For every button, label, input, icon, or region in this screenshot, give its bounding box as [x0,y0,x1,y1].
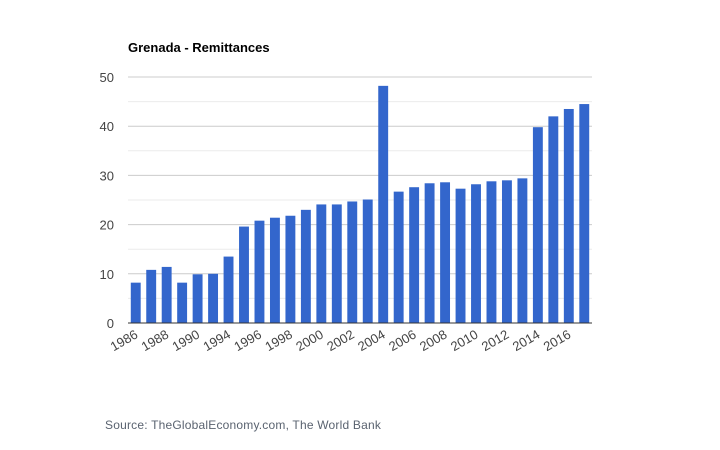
x-tick-label: 1994 [200,327,233,354]
bar-2003[interactable] [362,199,373,323]
bar-1988[interactable] [161,266,172,323]
bar-2009[interactable] [455,188,466,323]
x-tick-label: 2008 [417,327,450,354]
x-tick-label: 1990 [170,327,203,354]
y-tick-label: 10 [100,267,114,282]
x-tick-label: 1996 [231,327,264,354]
bar-1990[interactable] [192,274,203,323]
bar-2006[interactable] [409,187,420,323]
chart-title: Grenada - Remittances [128,40,270,55]
bar-2001[interactable] [331,204,342,323]
y-axis-ticks: 0 10 20 30 40 50 [100,70,114,331]
bar-2007[interactable] [424,183,435,323]
bar-2008[interactable] [440,182,451,323]
x-tick-label: 1988 [139,327,172,354]
bar-2010[interactable] [471,184,481,323]
x-tick-label: 2012 [479,327,512,354]
bar-1996[interactable] [254,220,265,323]
bar-1999[interactable] [300,209,311,323]
bar-2014[interactable] [532,127,543,324]
bar-1998[interactable] [285,215,296,323]
bar-1997[interactable] [269,217,280,323]
y-tick-label: 20 [100,218,114,233]
bar-2016[interactable] [563,108,574,323]
y-tick-label: 0 [107,316,114,331]
bar-2013[interactable] [517,178,528,323]
bar-2017[interactable] [579,104,590,323]
x-tick-label: 2010 [448,327,481,354]
y-tick-label: 30 [100,168,114,183]
bar-1995[interactable] [239,226,249,323]
bar-2015[interactable] [548,116,559,323]
x-axis-ticks: 1986198819901994199619982000200220042006… [108,327,574,354]
bar-1986[interactable] [130,282,141,323]
bar-1989[interactable] [177,282,188,323]
bar-2000[interactable] [316,204,327,323]
gridlines [128,76,592,299]
x-tick-label: 1998 [262,327,295,354]
bar-1987[interactable] [146,269,157,323]
bar-2005[interactable] [393,191,404,323]
bar-2004[interactable] [378,85,389,323]
y-tick-label: 40 [100,119,114,134]
x-tick-label: 2004 [355,327,388,354]
x-tick-label: 2006 [386,327,419,354]
bar-1994[interactable] [223,256,234,323]
x-tick-label: 2016 [541,327,574,354]
bar-2012[interactable] [501,180,512,323]
bars [130,85,590,324]
bar-2011[interactable] [486,181,497,323]
x-tick-label: 2014 [510,327,543,354]
bar-2002[interactable] [347,201,358,323]
y-tick-label: 50 [100,70,114,85]
x-tick-label: 2000 [293,327,326,354]
bar-1991[interactable] [208,273,219,323]
x-tick-label: 2002 [324,327,357,354]
source-note: Source: TheGlobalEconomy.com, The World … [105,418,382,432]
